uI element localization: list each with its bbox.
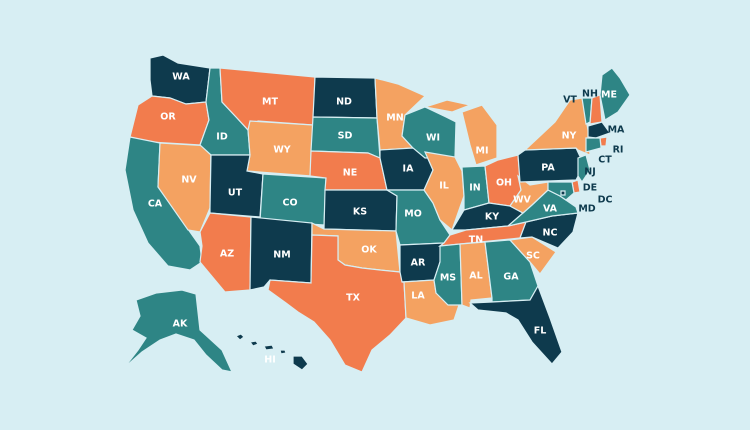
state-label-fl: FL bbox=[534, 326, 547, 337]
state-label-la: LA bbox=[411, 291, 425, 302]
state-label-tx: TX bbox=[346, 293, 360, 304]
state-label-md: MD bbox=[578, 204, 595, 215]
state-fl[interactable] bbox=[468, 284, 563, 365]
state-label-oh: OH bbox=[496, 178, 512, 189]
state-label-wy: WY bbox=[273, 145, 290, 156]
state-label-ct: CT bbox=[598, 155, 612, 166]
state-label-mt: MT bbox=[262, 97, 278, 108]
state-ct[interactable] bbox=[585, 137, 602, 153]
state-label-ca: CA bbox=[148, 199, 163, 210]
state-label-il: IL bbox=[439, 181, 449, 192]
state-label-ri: RI bbox=[613, 145, 624, 156]
state-label-wa: WA bbox=[172, 72, 190, 83]
state-nj[interactable] bbox=[577, 154, 591, 184]
state-label-ut: UT bbox=[228, 188, 243, 199]
state-ma[interactable] bbox=[587, 121, 611, 139]
state-label-vt: VT bbox=[563, 95, 577, 106]
state-ny[interactable] bbox=[523, 97, 591, 156]
state-label-az: AZ bbox=[220, 249, 234, 260]
state-label-mi: MI bbox=[476, 146, 489, 157]
label-layer: WA OR CA NV ID MT WY UT CO AZ NM ND SD NE KS OK TX MN IA MO… bbox=[148, 72, 625, 366]
state-tx[interactable] bbox=[267, 234, 407, 373]
state-label-or: OR bbox=[160, 112, 176, 123]
state-ak[interactable] bbox=[123, 289, 234, 373]
state-label-va: VA bbox=[543, 204, 558, 215]
state-label-sc: SC bbox=[526, 251, 540, 262]
state-label-ar: AR bbox=[411, 258, 426, 269]
state-dc[interactable] bbox=[560, 190, 566, 196]
state-label-nc: NC bbox=[543, 228, 558, 239]
state-hi[interactable] bbox=[234, 333, 309, 371]
state-label-pa: PA bbox=[541, 163, 555, 174]
state-label-de: DE bbox=[583, 183, 597, 194]
state-label-mo: MO bbox=[404, 209, 422, 220]
state-label-sd: SD bbox=[338, 131, 353, 142]
state-mi[interactable] bbox=[424, 99, 498, 166]
state-label-in: IN bbox=[469, 183, 481, 194]
state-label-ks: KS bbox=[353, 207, 367, 218]
state-label-ga: GA bbox=[503, 272, 519, 283]
state-label-id: ID bbox=[216, 132, 228, 143]
state-label-mn: MN bbox=[386, 113, 403, 124]
state-label-nd: ND bbox=[336, 97, 352, 108]
state-label-me: ME bbox=[601, 90, 617, 101]
state-label-wv: WV bbox=[513, 195, 531, 206]
states-layer bbox=[123, 54, 631, 373]
state-label-co: CO bbox=[282, 198, 297, 209]
state-label-ky: KY bbox=[485, 212, 499, 223]
state-label-ms: MS bbox=[440, 273, 456, 284]
state-label-hi: HI bbox=[264, 355, 276, 366]
state-label-ny: NY bbox=[562, 131, 577, 142]
state-label-dc: DC bbox=[598, 195, 613, 206]
state-label-ak: AK bbox=[173, 319, 188, 330]
state-label-nh: NH bbox=[582, 89, 598, 100]
state-label-wi: WI bbox=[426, 133, 440, 144]
state-label-tn: TN bbox=[469, 235, 483, 246]
state-label-ia: IA bbox=[403, 164, 415, 175]
state-me[interactable] bbox=[599, 67, 631, 121]
state-label-ok: OK bbox=[361, 245, 377, 256]
state-il[interactable] bbox=[423, 151, 465, 232]
state-label-nj: NJ bbox=[584, 167, 596, 178]
state-label-nm: NM bbox=[273, 250, 290, 261]
state-label-nv: NV bbox=[181, 175, 197, 186]
state-label-ne: NE bbox=[343, 168, 357, 179]
state-label-al: AL bbox=[469, 271, 482, 282]
state-label-ma: MA bbox=[608, 125, 625, 136]
